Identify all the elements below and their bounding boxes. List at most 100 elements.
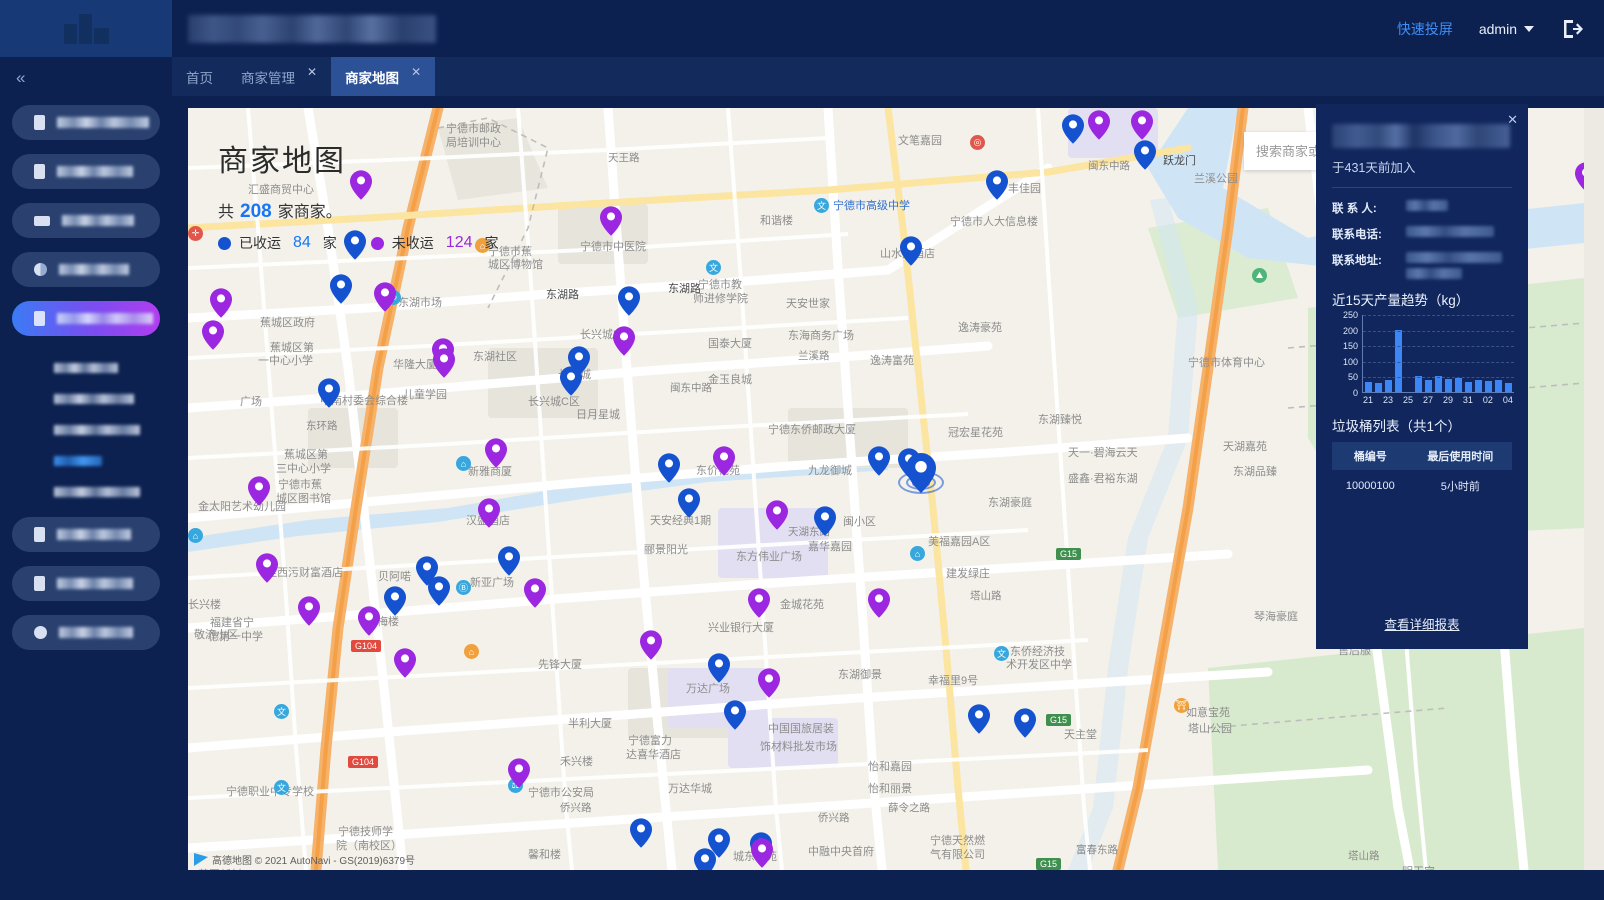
map-label: 宁德市高级中学 <box>833 200 910 212</box>
map-pin[interactable] <box>248 476 270 506</box>
map-pin[interactable] <box>394 648 416 678</box>
admin-menu[interactable]: admin <box>1479 21 1534 37</box>
sidebar-item-5[interactable] <box>12 301 160 336</box>
map-pin[interactable] <box>416 556 438 586</box>
map-pin[interactable] <box>900 236 922 266</box>
map-pin[interactable] <box>1131 110 1153 140</box>
map-pin[interactable] <box>618 286 640 316</box>
map-label: 宁德市中医院 <box>580 241 646 253</box>
map-label: 气有限公司 <box>930 849 985 861</box>
map-pin[interactable] <box>968 704 990 734</box>
map-pin[interactable] <box>318 378 340 408</box>
quick-cast-link[interactable]: 快速投屏 <box>1396 20 1453 37</box>
chart-y-axis: 0 50 100 150 200 250 <box>1332 310 1358 398</box>
bin-table: 桶编号 最后使用时间 10000100 5小时前 <box>1332 442 1512 502</box>
map-pin-icon <box>1131 110 1153 140</box>
map-pin[interactable] <box>1062 114 1084 144</box>
submenu-item-1[interactable] <box>54 352 160 383</box>
sidebar-item-2[interactable] <box>12 154 160 189</box>
submenu-item-3[interactable] <box>54 414 160 445</box>
map-pin[interactable] <box>350 170 372 200</box>
table-row[interactable]: 10000100 5小时前 <box>1332 470 1512 502</box>
sidebar-item-8[interactable] <box>12 615 160 650</box>
map-pin[interactable] <box>498 546 520 576</box>
chart-bar <box>1385 380 1392 392</box>
map-pin[interactable] <box>1575 162 1584 192</box>
map-pin[interactable] <box>256 553 278 583</box>
map-pin[interactable] <box>298 596 320 626</box>
map-pin[interactable] <box>508 758 530 788</box>
poi-icon: 文 <box>814 198 829 213</box>
submenu-item-2[interactable] <box>54 383 160 414</box>
map-label: 和谐楼 <box>760 215 793 227</box>
map-pin[interactable] <box>751 838 773 868</box>
map-pin[interactable] <box>1088 110 1110 140</box>
map-pin[interactable] <box>330 274 352 304</box>
map-pin[interactable] <box>694 848 716 870</box>
map-pin[interactable] <box>433 348 455 378</box>
submenu-item-5[interactable] <box>54 476 160 507</box>
sidebar-item-6[interactable] <box>12 517 160 552</box>
sidebar-item-4[interactable] <box>12 252 160 287</box>
map-poi: 文 <box>994 646 1009 661</box>
map-pin[interactable] <box>613 326 635 356</box>
map-pin[interactable] <box>630 818 652 848</box>
sidebar-collapse-button[interactable]: « <box>0 57 172 99</box>
map-pin[interactable] <box>724 700 746 730</box>
map-pin[interactable] <box>1014 708 1036 738</box>
map-pin[interactable] <box>640 630 662 660</box>
map-pin-icon <box>900 236 922 266</box>
map-pin[interactable] <box>658 453 680 483</box>
map-pin[interactable] <box>344 230 366 260</box>
sidebar-item-3[interactable] <box>12 203 160 238</box>
map-pin[interactable] <box>713 446 735 476</box>
sidebar-item-7[interactable] <box>12 566 160 601</box>
map-pin[interactable] <box>374 282 396 312</box>
tab-home[interactable]: 首页 <box>172 57 227 96</box>
map-pin[interactable] <box>708 828 730 858</box>
map-pin-icon <box>350 170 372 200</box>
map-label: 一中心小学 <box>258 355 313 367</box>
map-pin[interactable] <box>560 366 582 396</box>
legend-uncollected-unit: 家 <box>484 235 499 251</box>
map-pin[interactable] <box>766 500 788 530</box>
view-detail-report-link[interactable]: 查看详细报表 <box>1384 618 1460 632</box>
map-pin[interactable] <box>748 588 770 618</box>
map-label: 薛令之路 <box>888 802 930 814</box>
map-pin[interactable] <box>1134 140 1156 170</box>
map-pin[interactable] <box>678 488 700 518</box>
submenu-item-4[interactable] <box>54 445 160 476</box>
submenu-item-2-label <box>54 393 134 404</box>
close-icon[interactable]: ✕ <box>307 65 318 79</box>
map-pin[interactable] <box>758 668 780 698</box>
map-pin[interactable] <box>986 170 1008 200</box>
map-label: 半利大厦 <box>568 718 612 730</box>
submenu-item-3-label <box>54 424 140 435</box>
close-icon[interactable]: ✕ <box>1507 112 1518 127</box>
map-pin[interactable] <box>384 586 406 616</box>
map-pin[interactable] <box>524 578 546 608</box>
map-label: 东湖豪庭 <box>988 497 1032 509</box>
tab-merchant-management[interactable]: 商家管理 ✕ <box>227 57 331 96</box>
logout-button[interactable] <box>1560 17 1584 41</box>
map-pin[interactable] <box>868 588 890 618</box>
close-icon[interactable]: ✕ <box>411 65 422 79</box>
selected-merchant-pin[interactable] <box>906 453 936 493</box>
map-label: 新亚广场 <box>470 577 514 589</box>
total-suffix: 家商家。 <box>277 204 342 221</box>
map-pin-icon <box>1088 110 1110 140</box>
map-pin[interactable] <box>428 576 450 606</box>
contact-address-label: 联系地址: <box>1332 255 1382 267</box>
map-pin[interactable] <box>210 288 232 318</box>
map-pin[interactable] <box>358 606 380 636</box>
sidebar-item-1[interactable] <box>12 105 160 140</box>
tab-merchant-map[interactable]: 商家地图 ✕ <box>331 57 436 96</box>
map-pin[interactable] <box>478 498 500 528</box>
chart-x-tick: 25 <box>1402 395 1413 405</box>
map-pin[interactable] <box>814 506 836 536</box>
map-pin[interactable] <box>708 653 730 683</box>
map-pin[interactable] <box>485 438 507 468</box>
map-pin[interactable] <box>202 320 224 350</box>
map-pin[interactable] <box>600 206 622 236</box>
map-pin[interactable] <box>868 446 890 476</box>
